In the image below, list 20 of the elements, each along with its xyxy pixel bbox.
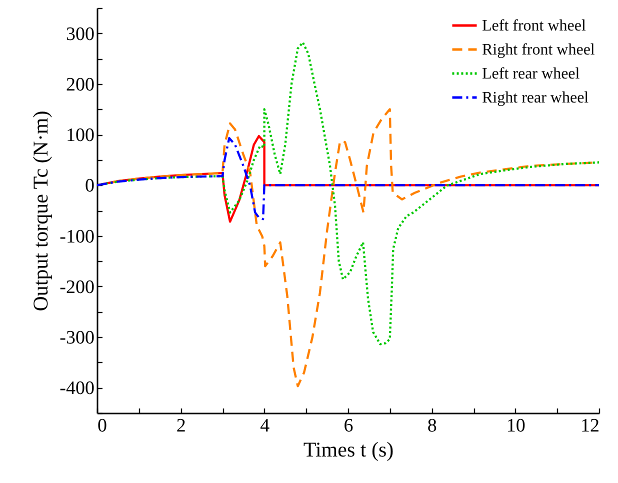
legend-label: Right front wheel bbox=[482, 42, 596, 58]
y-tick-label: 100 bbox=[66, 125, 94, 146]
y-tick-label: -300 bbox=[60, 328, 94, 349]
x-tick-label: 4 bbox=[260, 416, 270, 436]
y-tick-label: -200 bbox=[60, 276, 94, 298]
x-tick-label: 2 bbox=[176, 416, 186, 436]
x-tick-label: 10 bbox=[506, 416, 526, 436]
x-tick-label: 8 bbox=[427, 416, 437, 436]
legend-label: Left front wheel bbox=[482, 18, 587, 34]
y-tick-label: 200 bbox=[66, 74, 94, 96]
y-axis-title: Output torque Tc (N·m) bbox=[28, 110, 53, 312]
x-tick-label: 6 bbox=[344, 416, 354, 436]
y-tick-label: -100 bbox=[60, 226, 94, 248]
y-tick-label: 0 bbox=[85, 176, 94, 197]
x-axis-title: Times t (s) bbox=[303, 438, 394, 462]
legend-label: Left rear wheel bbox=[482, 66, 580, 82]
legend-label: Right rear wheel bbox=[482, 90, 590, 106]
y-tick-label: 300 bbox=[66, 24, 94, 45]
x-tick-label: 12 bbox=[580, 416, 600, 436]
y-tick-label: -400 bbox=[60, 378, 94, 400]
